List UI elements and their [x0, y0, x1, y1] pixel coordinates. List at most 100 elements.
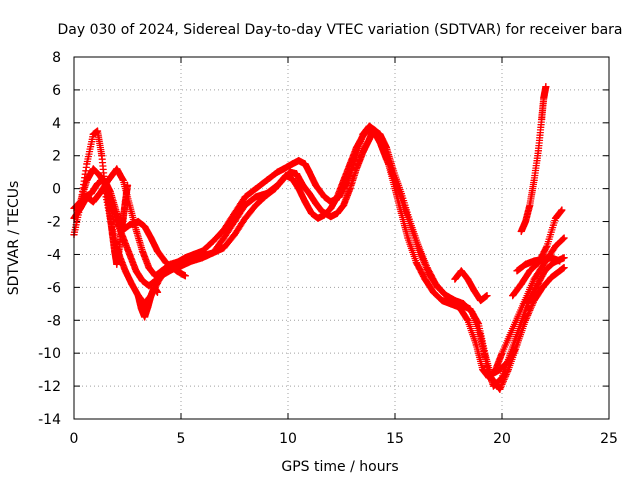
data-point [412, 259, 421, 267]
data-point [464, 316, 472, 324]
data-point [483, 291, 491, 300]
data-point [288, 175, 296, 183]
data-point [106, 214, 115, 222]
data-point [209, 237, 217, 245]
data-point [526, 267, 534, 275]
data-point [339, 176, 348, 185]
series-track-6 [134, 283, 162, 321]
data-point [241, 201, 249, 209]
data-point [530, 275, 538, 283]
tick-labels: 0 5 10 15 20 25 -14 -12 -10 -8 -6 -4 -2 0 2 4 6 8 [38, 50, 618, 447]
data-point [558, 206, 566, 214]
y-axis-label: SDTVAR / TECUs [6, 181, 22, 296]
data-point [151, 272, 159, 280]
data-point [89, 165, 97, 173]
data-point [560, 263, 568, 272]
y-tick-label: -14 [38, 412, 61, 428]
data-point [241, 193, 249, 201]
data-point [537, 115, 546, 124]
data-point [470, 287, 478, 295]
data-point [359, 132, 367, 140]
data-point [521, 217, 530, 226]
data-point [451, 275, 459, 283]
data-point [551, 242, 560, 250]
data-point [113, 209, 121, 217]
data-point [198, 252, 207, 260]
data-point [414, 242, 423, 250]
data-point [517, 227, 525, 236]
data-point [540, 94, 548, 102]
data-point [137, 305, 146, 313]
y-tick-label: 4 [52, 116, 61, 132]
data-point [230, 231, 239, 239]
data-point [547, 254, 555, 262]
data-point [153, 247, 162, 255]
data-point [327, 204, 335, 213]
data-point [560, 234, 568, 242]
data-point [509, 291, 517, 300]
data-point [307, 209, 316, 217]
data-point [301, 160, 309, 168]
series-track-8 [509, 206, 566, 300]
data-point [305, 168, 314, 176]
data-point [188, 255, 196, 264]
x-tick-label: 10 [279, 431, 297, 447]
data-point [295, 157, 303, 165]
data-point [539, 283, 547, 292]
data-point [104, 198, 112, 206]
data-point [292, 170, 301, 178]
data-point [271, 184, 279, 193]
y-tick-label: -4 [47, 247, 61, 263]
data-point [320, 193, 329, 201]
y-tick-label: 8 [52, 50, 61, 66]
data-point [365, 124, 373, 132]
data-point [472, 341, 480, 349]
data-point [76, 204, 85, 213]
data-point [121, 198, 130, 206]
data-point [280, 175, 288, 183]
data-point [132, 226, 140, 234]
data-point [147, 291, 155, 300]
data-point [429, 288, 438, 296]
data-point [487, 370, 495, 379]
data-point [252, 184, 260, 193]
data-point [144, 303, 152, 311]
data-point [241, 214, 249, 222]
data-point [464, 275, 472, 283]
x-axis-label: GPS time / hours [281, 459, 398, 475]
data-point [123, 181, 132, 189]
data-point [511, 346, 519, 354]
data-point [457, 301, 465, 310]
data-point [369, 125, 378, 134]
data-point [153, 288, 162, 296]
data-point [134, 217, 142, 226]
data-point [365, 135, 373, 143]
series-track-7 [517, 82, 550, 236]
data-point [382, 143, 391, 152]
series-markers [134, 283, 162, 321]
data-point [474, 319, 483, 328]
data-point [556, 257, 564, 265]
data-point [138, 277, 147, 285]
data-point [138, 247, 147, 255]
data-point [543, 242, 551, 250]
series-markers [70, 125, 568, 394]
data-point [530, 176, 538, 185]
data-point [457, 267, 465, 275]
data-point [93, 127, 102, 135]
data-point [100, 175, 108, 183]
data-point [158, 267, 166, 275]
data-point [542, 82, 550, 91]
series-track-9 [513, 254, 564, 275]
data-point [220, 244, 228, 252]
data-point [438, 296, 446, 305]
y-tick-label: -10 [38, 346, 61, 362]
data-point [481, 349, 489, 357]
x-tick-label: 0 [70, 431, 79, 447]
x-tick-label: 25 [600, 431, 618, 447]
data-point [530, 296, 538, 305]
data-point [220, 234, 228, 242]
data-point [81, 193, 89, 201]
data-point [333, 193, 341, 201]
